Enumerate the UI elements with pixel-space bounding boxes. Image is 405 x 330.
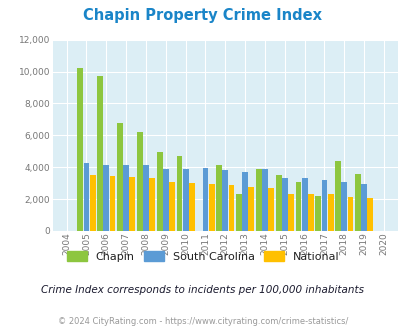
Bar [162, 169, 168, 231]
Bar [354, 174, 360, 231]
Bar [109, 176, 115, 231]
Bar [281, 178, 287, 231]
Bar [97, 76, 103, 231]
Bar [156, 152, 162, 231]
Bar [307, 193, 313, 231]
Bar [367, 198, 372, 231]
Bar [123, 165, 129, 231]
Bar [321, 180, 327, 231]
Bar [136, 132, 143, 231]
Bar [295, 182, 301, 231]
Bar [182, 169, 188, 231]
Bar [242, 172, 247, 231]
Bar [360, 184, 366, 231]
Bar [168, 182, 175, 231]
Bar [208, 184, 214, 231]
Bar [287, 193, 293, 231]
Bar [248, 187, 254, 231]
Bar [347, 197, 353, 231]
Bar [275, 175, 281, 231]
Bar [143, 165, 149, 231]
Text: Chapin Property Crime Index: Chapin Property Crime Index [83, 8, 322, 23]
Bar [83, 163, 89, 231]
Bar [90, 175, 96, 231]
Bar [103, 165, 109, 231]
Bar [315, 196, 320, 231]
Bar [335, 161, 340, 231]
Bar [117, 122, 123, 231]
Bar [77, 68, 83, 231]
Bar [129, 177, 135, 231]
Bar [327, 194, 333, 231]
Bar [228, 185, 234, 231]
Bar [261, 169, 267, 231]
Bar [301, 178, 307, 231]
Bar [268, 188, 273, 231]
Bar [216, 165, 222, 231]
Bar [188, 183, 194, 231]
Legend: Chapin, South Carolina, National: Chapin, South Carolina, National [67, 251, 338, 262]
Bar [235, 193, 241, 231]
Bar [341, 182, 346, 231]
Text: Crime Index corresponds to incidents per 100,000 inhabitants: Crime Index corresponds to incidents per… [41, 285, 364, 295]
Bar [255, 169, 261, 231]
Bar [202, 168, 208, 231]
Bar [176, 156, 182, 231]
Text: © 2024 CityRating.com - https://www.cityrating.com/crime-statistics/: © 2024 CityRating.com - https://www.city… [58, 317, 347, 326]
Bar [149, 178, 155, 231]
Bar [222, 170, 228, 231]
